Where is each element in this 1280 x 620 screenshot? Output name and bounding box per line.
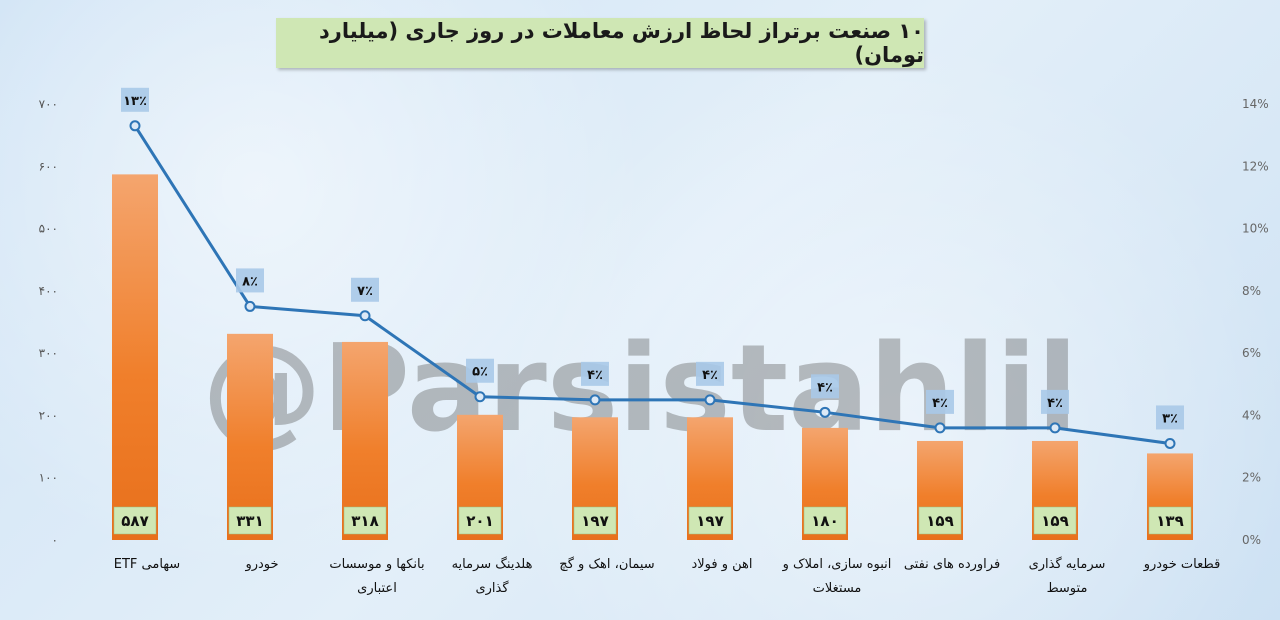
right-axis-tick: 2% — [1242, 471, 1261, 485]
bar — [227, 333, 273, 540]
percent-label: ۷٪ — [357, 284, 373, 299]
bar-value-box — [113, 506, 157, 535]
left-axis-tick: ۴۰۰ — [39, 284, 58, 298]
line-point — [704, 394, 716, 406]
percent-label-box — [236, 268, 264, 293]
bar-value-box — [1148, 506, 1192, 535]
line-point — [1164, 437, 1176, 449]
bar-value-box — [343, 506, 387, 535]
category-label: فراورده های نفتی — [904, 557, 1000, 572]
bar-value-box — [1033, 506, 1077, 535]
percent-label-box — [466, 358, 494, 383]
line-point — [819, 406, 831, 418]
percent-label-box — [351, 277, 379, 302]
left-axis-tick: ۰ — [52, 533, 58, 547]
bar-value-box — [803, 506, 847, 535]
bar-value-box — [458, 506, 502, 535]
line-point — [589, 394, 601, 406]
bar-value-box — [228, 506, 272, 535]
percent-label-box — [1041, 389, 1069, 414]
percent-label: ۴٪ — [587, 368, 603, 383]
category-label: بانکها و موسسات — [329, 557, 424, 572]
category-label: متوسط — [1047, 581, 1088, 596]
percent-label: ۳٪ — [1162, 411, 1178, 426]
line-point — [474, 391, 486, 403]
right-axis-tick: 8% — [1242, 284, 1261, 298]
line-point — [129, 120, 141, 132]
bar-value-label: ۱۵۹ — [926, 512, 953, 530]
left-axis-tick: ۵۰۰ — [39, 222, 58, 236]
category-label: هلدینگ سرمایه — [452, 556, 533, 572]
right-axis-tick: 0% — [1242, 533, 1261, 547]
right-axis-tick: 14% — [1242, 97, 1269, 111]
bar — [112, 174, 158, 540]
percent-label-box — [581, 361, 609, 386]
left-axis-tick: ۶۰۰ — [39, 159, 58, 173]
share-line — [133, 124, 1171, 445]
bar-value-label: ۱۵۹ — [1041, 512, 1068, 530]
line-point — [1049, 422, 1061, 434]
right-axis-tick: 4% — [1242, 408, 1261, 422]
bar-value-label: ۳۳۱ — [236, 512, 263, 530]
percent-label-box — [121, 87, 149, 112]
bar-value-label: ۱۹۷ — [696, 512, 723, 530]
bar-value-label: ۲۰۱ — [466, 512, 493, 530]
bar-value-label: ۵۸۷ — [121, 512, 148, 530]
line-point — [359, 310, 371, 322]
bar-value-box — [573, 506, 617, 535]
category-label: قطعات خودرو — [1143, 557, 1221, 572]
percent-label: ۱۳٪ — [123, 94, 147, 109]
category-label: گذاری — [475, 580, 509, 596]
chart-title-box: ۱۰ صنعت برتراز لحاظ ارزش معاملات در روز … — [276, 18, 924, 68]
right-axis-tick: 12% — [1242, 159, 1269, 173]
percent-label: ۴٪ — [817, 380, 833, 395]
chart-title: ۱۰ صنعت برتراز لحاظ ارزش معاملات در روز … — [319, 19, 924, 67]
bar-value-label: ۱۹۷ — [581, 512, 608, 530]
bar-value-label: ۱۸۰ — [811, 512, 838, 530]
line-point — [934, 422, 946, 434]
left-axis-tick: ۱۰۰ — [39, 471, 58, 485]
bar-value-box — [688, 506, 732, 535]
left-axis-tick: ۳۰۰ — [39, 346, 58, 360]
percent-label: ۴٪ — [932, 396, 948, 411]
category-label: خودرو — [244, 557, 278, 572]
line-point — [244, 300, 256, 312]
left-axis-tick: ۲۰۰ — [39, 408, 58, 422]
percent-label: ۴٪ — [702, 368, 718, 383]
right-axis-tick: 10% — [1242, 222, 1269, 236]
category-label: اهن و فولاد — [691, 557, 752, 572]
percent-label: ۸٪ — [242, 274, 258, 289]
right-axis-tick: 6% — [1242, 346, 1261, 360]
percent-label-box — [811, 374, 839, 399]
percent-label-box — [926, 389, 954, 414]
bar-value-label: ۱۳۹ — [1156, 512, 1183, 530]
percent-label-box — [1156, 405, 1184, 430]
percent-label-box — [696, 361, 724, 386]
bar-value-label: ۳۱۸ — [351, 512, 378, 530]
category-label: مستغلات — [813, 581, 862, 596]
category-label: سهامی ETF — [114, 557, 180, 572]
left-axis-tick: ۷۰۰ — [39, 97, 58, 111]
bar-value-box — [918, 506, 962, 535]
watermark-text: @Parsistahlil — [202, 320, 1078, 459]
percent-label: ۵٪ — [472, 365, 488, 380]
category-label: اعتباری — [357, 581, 397, 596]
percent-label: ۴٪ — [1047, 396, 1063, 411]
category-label: سیمان، اهک و گچ — [559, 556, 654, 572]
category-label: انبوه سازی، املاک و — [782, 557, 892, 572]
category-label: سرمایه گذاری — [1029, 556, 1106, 572]
